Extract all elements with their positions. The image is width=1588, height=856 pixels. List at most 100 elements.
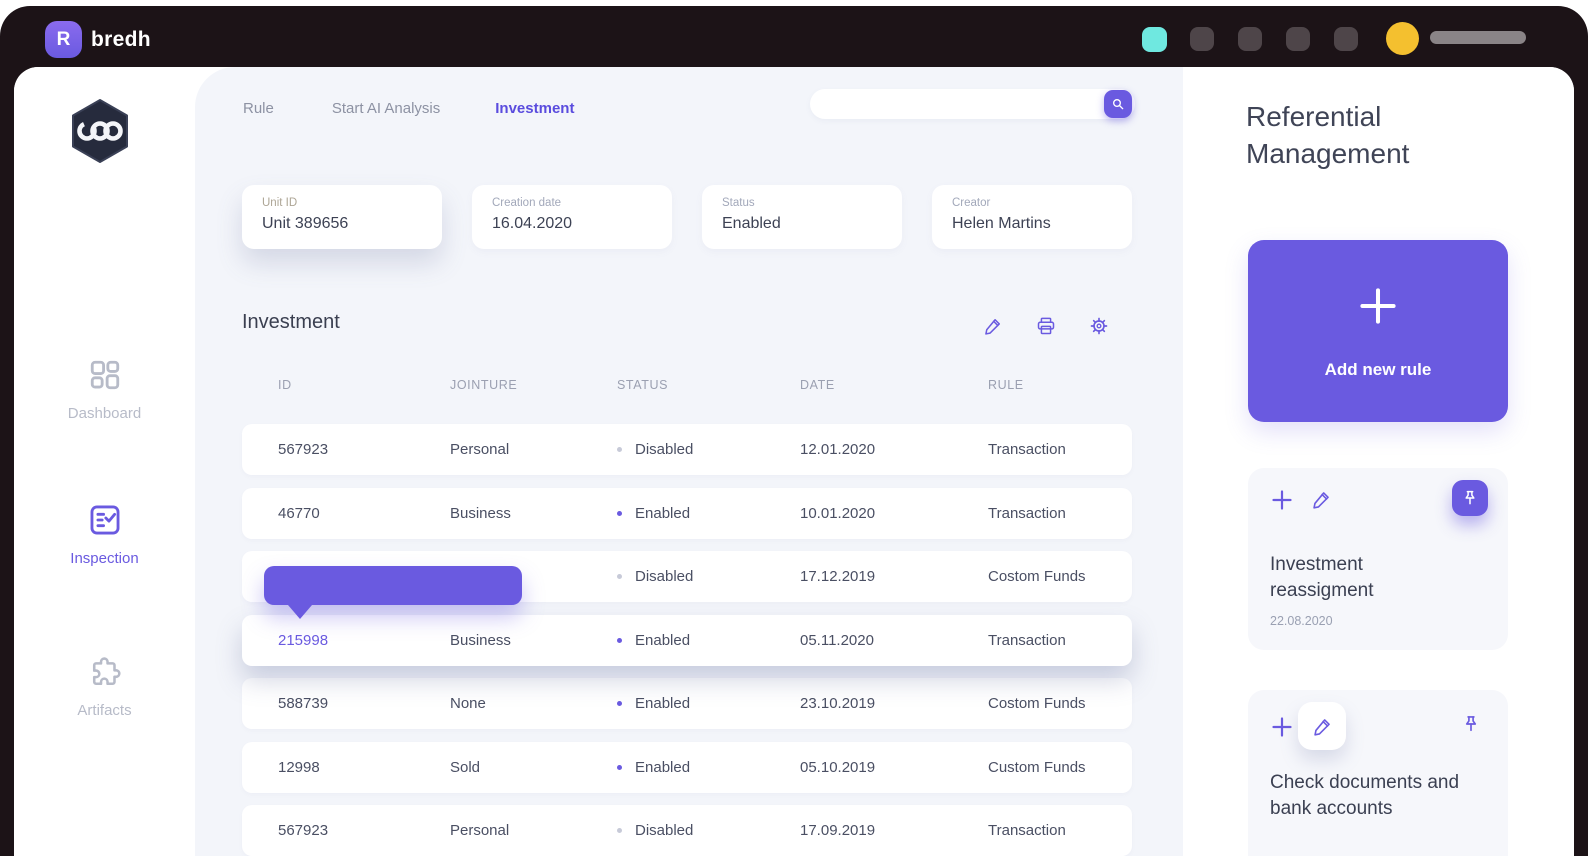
sidebar-item-artifacts[interactable]: Artifacts	[14, 655, 195, 719]
tab-rule[interactable]: Rule	[243, 100, 274, 117]
brand-name: bredh	[91, 27, 151, 51]
cell-id: 215998	[278, 631, 329, 649]
info-card-label: Unit ID	[262, 197, 298, 209]
info-card-label: Creation date	[492, 197, 562, 209]
brand: R bredh	[45, 21, 151, 58]
info-card-value: 16.04.2020	[492, 215, 573, 232]
gear-icon[interactable]	[1089, 316, 1109, 336]
tab-investment[interactable]: Investment	[495, 100, 575, 117]
cell-date: 17.12.2019	[800, 568, 876, 585]
status-dot-icon	[617, 828, 622, 833]
pushpin-icon[interactable]	[1461, 714, 1481, 734]
info-card-creator: Creator Helen Martins	[932, 185, 1132, 249]
cell-rule: Costom Funds	[988, 695, 1086, 712]
row-tooltip	[264, 566, 522, 619]
pencil-icon[interactable]	[1311, 489, 1332, 510]
pencil-button[interactable]	[1298, 702, 1346, 750]
sidebar-item-dashboard[interactable]: Dashboard	[14, 358, 195, 422]
add-new-rule-label: Add new rule	[1324, 360, 1432, 379]
cell-status: Disabled	[617, 568, 800, 585]
window-control-pill	[1430, 31, 1526, 44]
cell-date: 10.01.2020	[800, 504, 876, 522]
cell-status: Disabled	[617, 441, 800, 458]
rule-card-title: Investment reassigment	[1270, 554, 1374, 601]
puzzle-icon	[88, 655, 122, 689]
table-row[interactable]: 46770 Business Enabled 10.01.2020 Transa…	[242, 487, 1132, 539]
printer-icon[interactable]	[1036, 316, 1056, 336]
cell-jointure: Business	[450, 504, 511, 522]
sidebar-item-label: Inspection	[70, 550, 139, 567]
status-dot-icon	[617, 701, 622, 706]
info-card-value: Enabled	[722, 215, 781, 232]
add-new-rule-button[interactable]: Add new rule	[1248, 240, 1508, 422]
status-dot-icon	[617, 637, 622, 643]
edit-pencil-icon[interactable]	[983, 316, 1003, 336]
status-dot-icon	[617, 510, 622, 516]
rule-card-check-documents[interactable]: Check documents and bank accounts	[1248, 690, 1508, 856]
cell-id: 588739	[278, 695, 329, 712]
table-row[interactable]: 567923 Personal Disabled 17.09.2019 Tran…	[242, 805, 1132, 856]
status-text: Enabled	[635, 504, 691, 522]
info-card-unit-id: Unit ID Unit 389656	[242, 185, 442, 249]
sidebar-item-label: Dashboard	[67, 405, 142, 422]
right-panel-title: Referential Management	[1246, 101, 1410, 169]
search-bar	[810, 89, 1135, 121]
cell-id: 46770	[278, 504, 320, 522]
info-card-label: Status	[722, 197, 755, 209]
pushpin-icon	[1461, 489, 1479, 507]
cell-date: 17.09.2019	[800, 822, 876, 839]
cell-date: 05.11.2020	[800, 631, 874, 649]
rule-card-date: 22.08.2020	[1270, 614, 1333, 628]
search-input[interactable]	[826, 89, 1100, 121]
table-row[interactable]: 12998 Sold Enabled 05.10.2019 Custom Fun…	[242, 741, 1132, 793]
window-control-button[interactable]	[1334, 27, 1358, 51]
rule-card-investment-reassigment[interactable]: Investment reassigment 22.08.2020	[1248, 468, 1508, 650]
tab-start-ai-analysis[interactable]: Start AI Analysis	[331, 100, 441, 117]
info-card-value: Unit 389656	[262, 215, 349, 232]
plus-icon[interactable]	[1270, 488, 1294, 512]
window-control-button[interactable]	[1190, 27, 1214, 51]
cell-rule: Custom Funds	[988, 758, 1086, 776]
table-section-title: Investment	[242, 311, 340, 333]
table-row[interactable]: 215998 Business Enabled 05.11.2020 Trans…	[242, 614, 1132, 666]
sidebar: Dashboard Inspection Artifacts	[14, 67, 195, 856]
window-control-button[interactable]	[1286, 27, 1310, 51]
brand-logo-icon: R	[45, 21, 82, 58]
cell-jointure: Sold	[450, 758, 481, 776]
sidebar-item-inspection[interactable]: Inspection	[14, 503, 195, 567]
status-dot-icon	[617, 447, 622, 452]
status-text: Disabled	[635, 822, 694, 839]
info-cards: Unit ID Unit 389656 Creation date 16.04.…	[242, 185, 1132, 249]
table-header: ID JOINTURE STATUS DATE RULE	[242, 378, 1132, 392]
pin-button-active[interactable]	[1452, 480, 1488, 516]
status-dot-icon	[617, 574, 622, 579]
cell-jointure: Business	[450, 631, 511, 649]
cell-date: 12.01.2020	[800, 441, 876, 458]
plus-icon[interactable]	[1270, 715, 1294, 739]
app-content: Dashboard Inspection Artifacts Rule Star…	[14, 67, 1574, 856]
window-control-accent[interactable]	[1142, 27, 1167, 52]
info-card-value: Helen Martins	[952, 215, 1051, 232]
info-card-creation-date: Creation date 16.04.2020	[472, 185, 672, 249]
window-control-button[interactable]	[1238, 27, 1262, 51]
cell-status: Enabled	[617, 632, 800, 649]
cell-rule: Transaction	[988, 441, 1066, 458]
cell-jointure: None	[450, 695, 486, 712]
table-row[interactable]: 567923 Personal Disabled 12.01.2020 Tran…	[242, 424, 1132, 475]
status-text: Enabled	[635, 695, 691, 712]
column-header-status: STATUS	[617, 378, 669, 392]
cell-rule: Costom Funds	[988, 568, 1086, 585]
cell-id: 567923	[278, 822, 329, 839]
column-header-rule: RULE	[988, 378, 1024, 392]
cell-id: 12998	[278, 758, 320, 776]
cell-jointure: Personal	[450, 822, 510, 839]
table-rows: 567923 Personal Disabled 12.01.2020 Tran…	[242, 424, 1132, 856]
search-button[interactable]	[1104, 90, 1132, 118]
cell-status: Disabled	[617, 822, 800, 839]
sidebar-item-label: Artifacts	[77, 702, 132, 719]
table-row[interactable]: 588739 None Enabled 23.10.2019 Costom Fu…	[242, 678, 1132, 729]
cell-jointure: Personal	[450, 441, 510, 458]
status-text: Disabled	[635, 441, 694, 458]
avatar[interactable]	[1386, 22, 1419, 55]
